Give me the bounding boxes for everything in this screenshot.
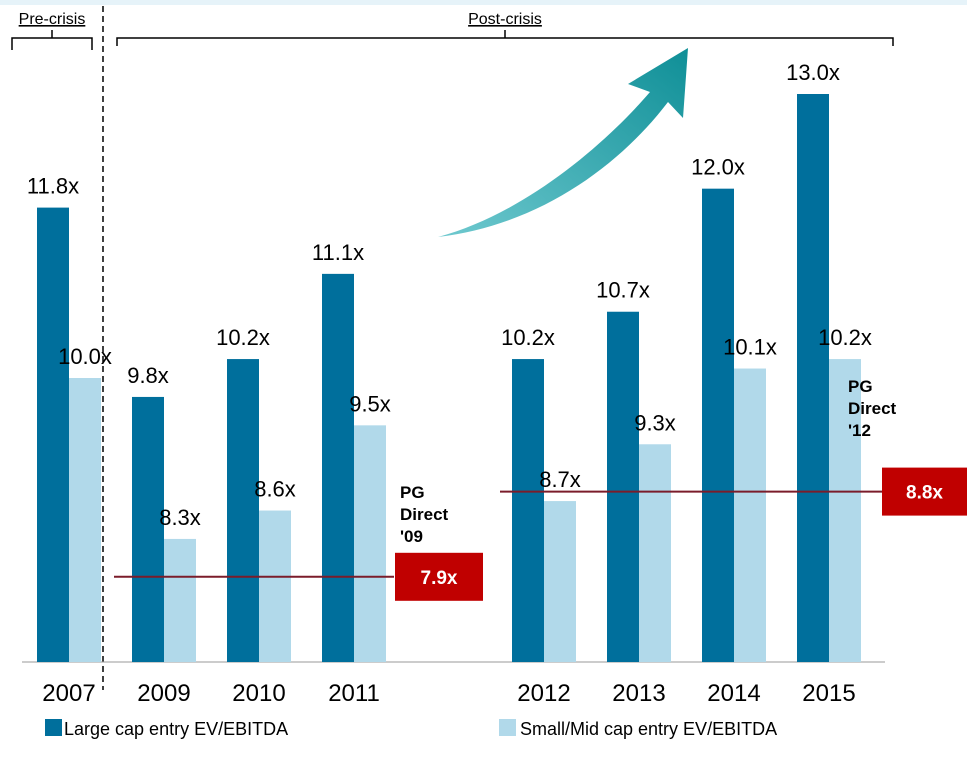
value-label: 12.0x [691, 155, 745, 180]
x-tick-label: 2009 [137, 680, 190, 707]
bar [259, 510, 291, 662]
x-tick-label: 2011 [328, 680, 380, 707]
value-label: 8.3x [159, 505, 201, 530]
reference-label-box [395, 552, 483, 601]
value-label: 10.2x [501, 325, 555, 350]
bar [69, 378, 101, 662]
bar [512, 359, 544, 662]
annotation: PG Direct '12 [848, 376, 897, 440]
value-label: 10.7x [596, 278, 650, 303]
x-tick-label: 2015 [802, 680, 855, 707]
value-label: 9.8x [127, 363, 169, 388]
bar [829, 359, 861, 662]
value-label: 9.3x [634, 410, 676, 435]
value-label: 10.0x [58, 344, 112, 369]
x-tick-label: 2007 [42, 680, 95, 707]
section-label: Post-crisis [468, 11, 542, 28]
legend-label: Small/Mid cap entry EV/EBITDA [520, 719, 777, 739]
annotation: PG Direct '09 [400, 482, 449, 546]
legend-swatch [45, 719, 62, 736]
bar [227, 359, 259, 662]
bar [607, 311, 639, 662]
bar [544, 501, 576, 662]
value-label: 8.6x [254, 477, 296, 502]
value-label: 10.1x [723, 335, 777, 360]
x-tick-label: 2010 [232, 680, 285, 707]
reference-label-box [882, 467, 967, 516]
value-label: 11.1x [312, 240, 364, 265]
bar [702, 188, 734, 662]
reference-label: 8.8x [906, 483, 943, 504]
reference-label: 7.9x [421, 568, 458, 589]
top-band [0, 0, 967, 5]
bar [734, 368, 766, 662]
bar [322, 273, 354, 662]
post-crisis-bracket [116, 30, 894, 46]
section-label: Pre-crisis [19, 11, 86, 28]
bar [354, 425, 386, 662]
bar [132, 396, 164, 662]
legend-swatch [499, 719, 516, 736]
value-label: 13.0x [786, 60, 840, 85]
growth-arrow [438, 48, 688, 237]
pre-crisis-bracket [11, 37, 93, 50]
bar [797, 94, 829, 662]
value-label: 8.7x [539, 467, 581, 492]
value-label: 10.2x [216, 325, 270, 350]
value-label: 11.8x [27, 174, 79, 199]
x-tick-label: 2012 [517, 680, 570, 707]
value-label: 9.5x [349, 391, 391, 416]
x-tick-label: 2013 [612, 680, 665, 707]
value-label: 10.2x [818, 325, 872, 350]
bar [164, 538, 196, 662]
legend-label: Large cap entry EV/EBITDA [64, 719, 288, 739]
x-tick-label: 2014 [707, 680, 760, 707]
bar [639, 444, 671, 662]
bar [37, 207, 69, 662]
